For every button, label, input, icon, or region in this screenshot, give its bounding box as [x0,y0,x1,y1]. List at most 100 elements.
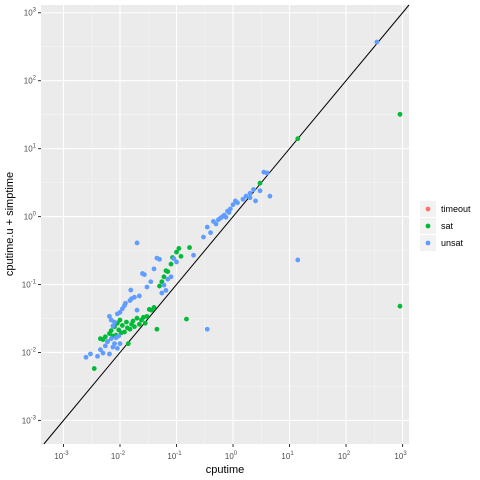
point-sat [397,303,403,309]
x-tick-label: 103 [394,451,407,461]
point-unsat [136,293,142,299]
y-tick-label: 10-2 [22,347,37,357]
point-unsat [374,39,380,45]
point-unsat [171,256,177,262]
x-axis-title: cputime [206,464,245,476]
legend: timeout sat unsat [420,201,471,251]
point-unsat [213,221,219,227]
point-unsat [253,198,258,204]
y-tick-label: 100 [24,212,37,222]
data-points [83,39,403,371]
point-sat [130,318,136,324]
point-sat [117,317,123,323]
point-unsat [134,307,140,313]
point-unsat [148,279,154,285]
x-tick-label: 102 [338,451,351,461]
legend-label-timeout: timeout [441,204,471,214]
point-unsat [191,252,196,258]
point-sat [108,328,114,333]
point-unsat [228,206,233,212]
point-unsat [112,341,117,347]
point-unsat [168,274,174,280]
point-sat [168,261,174,267]
y-axis: 10-3 10-2 10-1 100 101 102 103 [22,8,41,425]
point-unsat [151,266,157,272]
y-tick-label: 10-3 [22,415,37,425]
point-unsat [159,290,165,296]
point-sat [174,249,179,255]
point-unsat [204,224,210,230]
point-unsat [257,188,263,194]
point-unsat [243,193,249,199]
point-unsat [264,170,270,176]
point-unsat [110,323,116,329]
point-sat [127,326,133,332]
y-tick-label: 103 [24,8,37,18]
grid-minor [41,5,409,444]
point-sat [125,341,131,347]
point-unsat [267,193,273,199]
point-sat [144,313,150,319]
legend-key-timeout [425,206,431,212]
point-sat [91,366,97,371]
x-tick-label: 100 [225,451,238,461]
x-tick-label: 101 [281,451,294,461]
point-unsat [144,284,150,290]
x-axis: 10-3 10-2 10-1 100 101 102 103 [54,444,407,461]
point-unsat [223,214,229,220]
point-unsat [115,345,120,351]
legend-key-unsat [425,240,431,246]
point-unsat [141,272,147,278]
point-sat [136,321,142,327]
point-unsat [208,230,213,236]
y-tick-label: 10-1 [22,280,37,290]
point-sat [176,246,182,251]
point-unsat [128,287,134,293]
point-unsat [226,210,232,215]
point-unsat [232,198,238,204]
point-sat [295,136,301,142]
point-unsat [295,257,301,263]
point-unsat [98,347,103,353]
point-sat [142,320,148,326]
legend-label-sat: sat [441,221,454,231]
point-unsat [105,339,110,344]
point-unsat [123,300,128,306]
x-tick-label: 10-3 [54,451,69,461]
point-unsat [247,195,253,201]
point-unsat [157,256,162,262]
point-unsat [230,202,236,208]
reference-line-y-equals-x [43,4,410,445]
legend-key-sat [425,223,431,229]
point-unsat [204,326,210,332]
point-unsat [134,240,140,246]
point-unsat [201,234,206,240]
point-unsat [117,341,123,347]
point-unsat [107,313,112,319]
point-unsat [102,343,108,349]
point-unsat [88,351,93,357]
point-sat [124,319,129,325]
point-unsat [108,336,114,342]
point-unsat [95,353,100,359]
point-unsat [132,294,137,300]
point-unsat [100,350,106,356]
point-sat [184,316,189,322]
x-tick-label: 10-1 [167,451,182,461]
point-unsat [83,354,89,360]
point-unsat [116,333,122,339]
point-sat [134,315,140,321]
point-sat [154,326,160,332]
point-unsat [174,259,179,265]
point-sat [397,111,403,117]
point-sat [161,274,167,280]
point-sat [132,324,137,330]
point-sat [157,283,162,289]
point-sat [151,305,157,310]
point-unsat [240,196,246,202]
y-axis-title: cputime.u + simptime [4,172,16,276]
point-unsat [112,319,117,325]
x-tick-label: 10-2 [111,451,126,461]
point-unsat [161,282,167,288]
